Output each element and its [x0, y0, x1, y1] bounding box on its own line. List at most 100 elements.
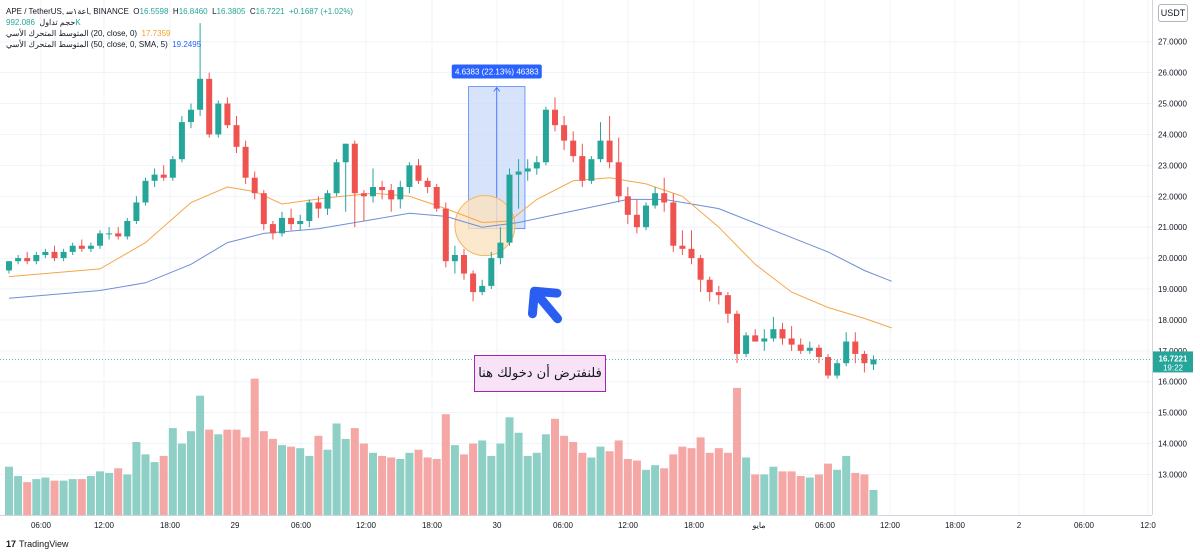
- legend: APE / TetherUS, ١س‎اعة, BINANCE O16.5598…: [6, 6, 353, 50]
- symbol-name[interactable]: APE / TetherUS, ١س‎اعة, BINANCE: [6, 7, 129, 16]
- candle-body: [633, 214, 640, 228]
- volume-bar: [287, 446, 296, 515]
- candle: [15, 255, 22, 265]
- candle: [315, 196, 322, 218]
- volume-bar: [860, 474, 869, 515]
- time-tick-label: 06:00: [553, 521, 574, 530]
- candle-body: [233, 125, 240, 147]
- volume-bar: [805, 477, 814, 515]
- candle: [306, 199, 313, 228]
- legend-ema-row[interactable]: المتوسط المتحرك الأسي (20, close, 0) 17.…: [6, 28, 353, 39]
- volume-bar: [514, 432, 523, 515]
- volume-bar: [77, 479, 86, 515]
- currency-selector[interactable]: USDT: [1158, 4, 1188, 22]
- time-tick-label: 29: [231, 521, 240, 530]
- volume-bar: [32, 479, 41, 515]
- legend-sma-row[interactable]: المتوسط المتحرك الأسي (50, close, 0, SMA…: [6, 39, 353, 50]
- time-tick-label: 18:00: [160, 521, 181, 530]
- candle: [370, 168, 376, 203]
- time-tick-label: 18:00: [684, 521, 705, 530]
- volume-bar: [241, 437, 250, 515]
- candle-body: [42, 251, 49, 255]
- ohlc-close: 16.7221: [255, 7, 285, 16]
- candle: [688, 230, 695, 265]
- candle: [852, 332, 859, 364]
- candle-body: [615, 162, 622, 197]
- measure-label-box: [451, 64, 542, 79]
- volume-bar: [678, 446, 687, 515]
- price-tick-label: 24.0000: [1158, 130, 1187, 139]
- volume-bar: [414, 449, 423, 515]
- candle: [870, 355, 877, 370]
- volume-bar: [651, 465, 660, 515]
- candle: [570, 131, 577, 163]
- candle: [724, 292, 731, 323]
- candle: [579, 143, 586, 187]
- volume-label: حجم تداول: [39, 18, 76, 27]
- candle-body: [260, 193, 267, 225]
- legend-volume-row[interactable]: حجم تداول 992.086K: [6, 17, 353, 28]
- candle-body: [206, 78, 213, 135]
- volume-bar: [778, 471, 787, 515]
- volume-bar: [660, 468, 669, 515]
- candle-body: [388, 190, 395, 200]
- volume-bar: [305, 455, 314, 515]
- candle: [106, 227, 113, 240]
- candle-body: [661, 193, 668, 203]
- ohlc-low-label: L: [212, 7, 217, 16]
- candle-body: [652, 193, 659, 206]
- candle-body: [588, 159, 595, 181]
- candle: [743, 332, 750, 357]
- candle: [515, 159, 522, 209]
- volume-bar: [814, 474, 823, 515]
- ohlc-open-label: O: [133, 7, 140, 16]
- candle-body: [315, 202, 322, 209]
- volume-bar: [523, 455, 532, 515]
- candle: [42, 248, 49, 259]
- volume-bar: [168, 428, 177, 515]
- volume-bar: [59, 480, 68, 515]
- ema20-line: [8, 177, 892, 329]
- price-tick-label: 13.0000: [1158, 470, 1187, 479]
- tradingview-footer[interactable]: 17 TradingView: [6, 539, 69, 549]
- candle-body: [825, 357, 831, 376]
- candle: [752, 329, 759, 342]
- candle: [734, 310, 740, 364]
- candle-body: [779, 329, 786, 339]
- candle: [424, 177, 431, 194]
- candles: [6, 23, 877, 379]
- volume-bar: [132, 442, 141, 515]
- candle-body: [133, 202, 140, 221]
- candle-body: [770, 329, 777, 339]
- candle: [388, 183, 395, 212]
- volume-bar: [250, 378, 259, 515]
- candle: [78, 239, 85, 252]
- candle-body: [324, 193, 331, 209]
- candle-body: [715, 292, 722, 296]
- ema-label: المتوسط المتحرك الأسي (20, close, 0): [6, 29, 138, 38]
- candle-body: [843, 341, 850, 364]
- candle-body: [424, 180, 431, 187]
- candle-body: [33, 255, 40, 262]
- candle: [415, 159, 422, 184]
- candle: [206, 72, 213, 138]
- candle-body: [87, 245, 94, 249]
- volume-bar: [141, 454, 150, 515]
- candle-body: [269, 224, 276, 234]
- ohlc-high: 16.8460: [178, 7, 208, 16]
- volume-bar: [733, 387, 741, 515]
- volume-bar: [423, 457, 432, 515]
- candle-body: [360, 193, 367, 197]
- candle: [761, 329, 768, 351]
- time-tick-label: 06:00: [291, 521, 312, 530]
- candle: [770, 316, 777, 342]
- candle: [533, 156, 540, 175]
- volume-bar: [86, 476, 95, 515]
- legend-symbol-row: APE / TetherUS, ١س‎اعة, BINANCE O16.5598…: [6, 6, 353, 17]
- candle-body: [106, 233, 113, 235]
- candle-body: [497, 242, 504, 259]
- candle: [169, 156, 176, 181]
- entry-arrow-icon: [527, 286, 563, 324]
- entry-highlight-circle: [454, 195, 516, 257]
